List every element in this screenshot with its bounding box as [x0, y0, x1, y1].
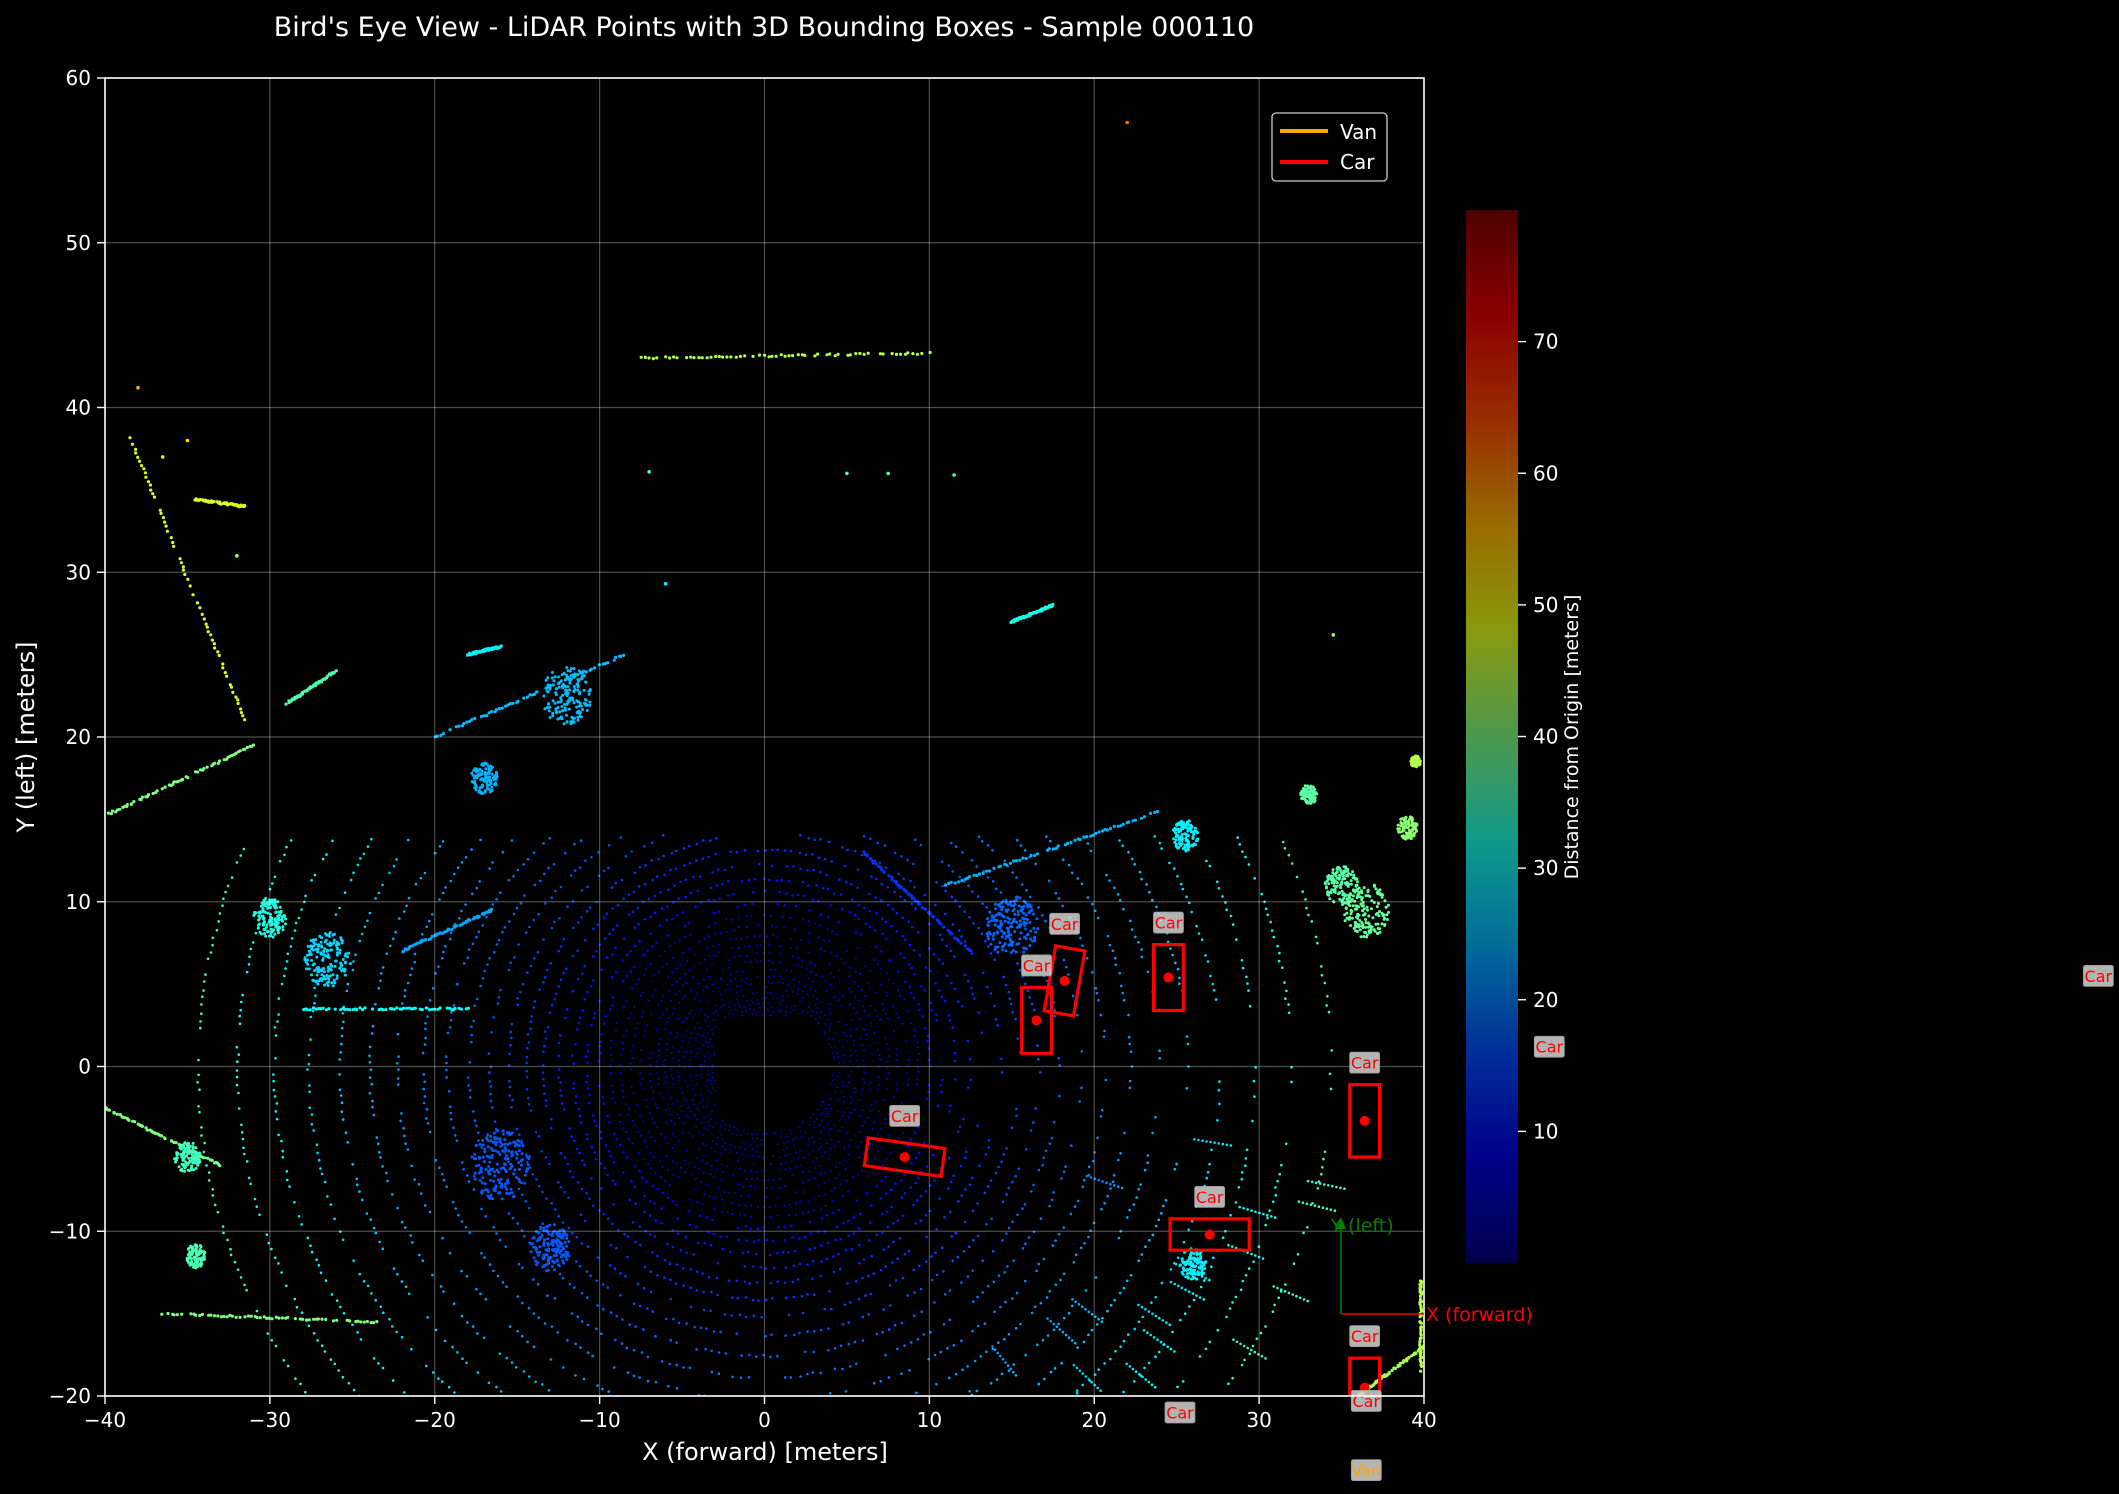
box-label-car: Car	[1194, 1185, 1226, 1208]
bounding-box-car	[862, 1136, 947, 1179]
y-tick-label: 60	[66, 66, 91, 90]
x-tick-label: −10	[579, 1408, 621, 1432]
box-label-background	[1164, 1401, 1196, 1424]
bounding-box-car	[1348, 1082, 1382, 1159]
colorbar-tick-label: 30	[1533, 856, 1558, 880]
y-tick-label: 20	[66, 725, 91, 749]
box-label-background	[1349, 1325, 1381, 1348]
y-tick-label: −20	[49, 1384, 91, 1408]
box-label-background	[889, 1104, 921, 1127]
box-center-dot	[1031, 1015, 1042, 1026]
chart-title: Bird's Eye View - LiDAR Points with 3D B…	[274, 12, 1254, 43]
colorbar-fill	[1466, 210, 1518, 1263]
box-label-car: Car	[889, 1104, 921, 1127]
x-tick-label: 10	[917, 1408, 942, 1432]
bounding-box-car	[1020, 985, 1054, 1055]
box-label-background	[1021, 954, 1052, 977]
y-tick-label: 40	[66, 396, 91, 420]
box-label-text: Car	[1351, 1054, 1379, 1073]
box-label-background	[1153, 911, 1184, 934]
box-label-text: Car	[1166, 1403, 1194, 1422]
box-label-text: Car	[1155, 914, 1183, 933]
colorbar-ticks: 10 20 30 40 50 60 70	[1518, 330, 1558, 1143]
x-tick-label: −40	[84, 1408, 126, 1432]
ego-y-arrowhead	[1336, 1217, 1346, 1229]
box-label-background	[2082, 964, 2114, 987]
ego-axes: X (forward) Y (left)	[1329, 1215, 1532, 1326]
box-label-text: Car	[2085, 967, 2113, 986]
box-label-car: Car	[1349, 1325, 1381, 1348]
off-axes-label-car: Car	[1164, 1401, 1196, 1424]
colorbar-label: Distance from Origin [meters]	[1561, 595, 1583, 880]
y-tick-label: 10	[66, 890, 91, 914]
colorbar-tick-label: 20	[1533, 988, 1558, 1012]
y-tick-label: 50	[66, 231, 91, 255]
box-center-dot	[1163, 972, 1174, 983]
colorbar-tick-label: 60	[1533, 461, 1558, 485]
box-label-background	[1533, 1035, 1565, 1058]
box-label-background	[1194, 1185, 1226, 1208]
plot-background	[105, 78, 1424, 1396]
box-label-text: Van	[1351, 1461, 1381, 1480]
off-axes-label-van: Van	[1350, 1459, 1382, 1482]
box-center-dot	[899, 1152, 910, 1163]
box-label-background	[1350, 1459, 1382, 1482]
x-tick-label: −20	[414, 1408, 456, 1432]
box-label-text: Car	[1196, 1188, 1224, 1207]
box-label-text: Car	[891, 1107, 919, 1126]
off-axes-label-car: Car	[1533, 1035, 1565, 1058]
colorbar-tick-label: 10	[1533, 1119, 1558, 1143]
x-tick-label: 30	[1246, 1408, 1271, 1432]
axis-ticks: −40 −30 −20 −10 0 10 20 30 40 −20 −10 0 10 20 30 40 50 60	[49, 66, 1437, 1432]
box-label-text: Car	[1351, 1327, 1379, 1346]
box-center-dot	[1359, 1115, 1370, 1126]
x-axis-label: X (forward) [meters]	[642, 1438, 888, 1466]
box-label-car: Car	[1021, 954, 1052, 977]
box-center-dot	[1059, 975, 1070, 986]
y-tick-label: 30	[66, 560, 91, 584]
x-tick-label: 0	[758, 1408, 771, 1432]
box-center-dot	[1204, 1229, 1215, 1240]
box-label-car: Car	[1049, 912, 1080, 935]
lidar-points	[105, 120, 1424, 1396]
y-tick-label: 0	[78, 1055, 91, 1079]
legend: Van Car	[1271, 112, 1388, 182]
off-axes-label-car: Car	[1350, 1390, 1382, 1412]
colorbar-tick-label: 70	[1533, 330, 1558, 354]
box-label-car: Car	[1153, 911, 1184, 934]
box-label-text: Car	[1536, 1038, 1564, 1057]
off-axes-label-car: Car	[2082, 964, 2114, 987]
ego-x-label: X (forward)	[1426, 1304, 1533, 1326]
bounding-boxes	[862, 942, 1382, 1396]
bounding-box-car	[1042, 943, 1087, 1018]
colorbar-tick-label: 40	[1533, 725, 1558, 749]
colorbar-tick-label: 50	[1533, 593, 1558, 617]
legend-label-car: Car	[1340, 150, 1375, 174]
box-label-text: Car	[1353, 1392, 1381, 1411]
box-labels: Car Car Car Car Car Car Car Car Car Van Car Car	[889, 911, 2114, 1482]
ego-y-label: Y (left)	[1329, 1215, 1393, 1237]
plot-area: Car Car Car Car Car Car Car Car Car Van Car Car −40…	[49, 66, 2114, 1482]
legend-label-van: Van	[1340, 120, 1377, 144]
box-label-car: Car	[1349, 1051, 1381, 1074]
x-tick-label: −30	[249, 1408, 291, 1432]
bounding-box-car	[1151, 942, 1185, 1013]
x-tick-label: 40	[1411, 1408, 1436, 1432]
bounding-box-car	[1348, 1356, 1382, 1396]
box-label-background	[1049, 912, 1080, 935]
colorbar: 10 20 30 40 50 60 70 Distance from Origin [met…	[1466, 210, 1583, 1263]
y-axis-label: Y (left) [meters]	[12, 642, 40, 834]
y-tick-label: −10	[49, 1219, 91, 1243]
box-label-background	[1349, 1051, 1381, 1074]
box-label-text: Car	[1023, 956, 1051, 975]
box-label-text: Car	[1051, 915, 1079, 934]
bounding-box-car	[1168, 1217, 1251, 1252]
x-tick-label: 20	[1082, 1408, 1107, 1432]
